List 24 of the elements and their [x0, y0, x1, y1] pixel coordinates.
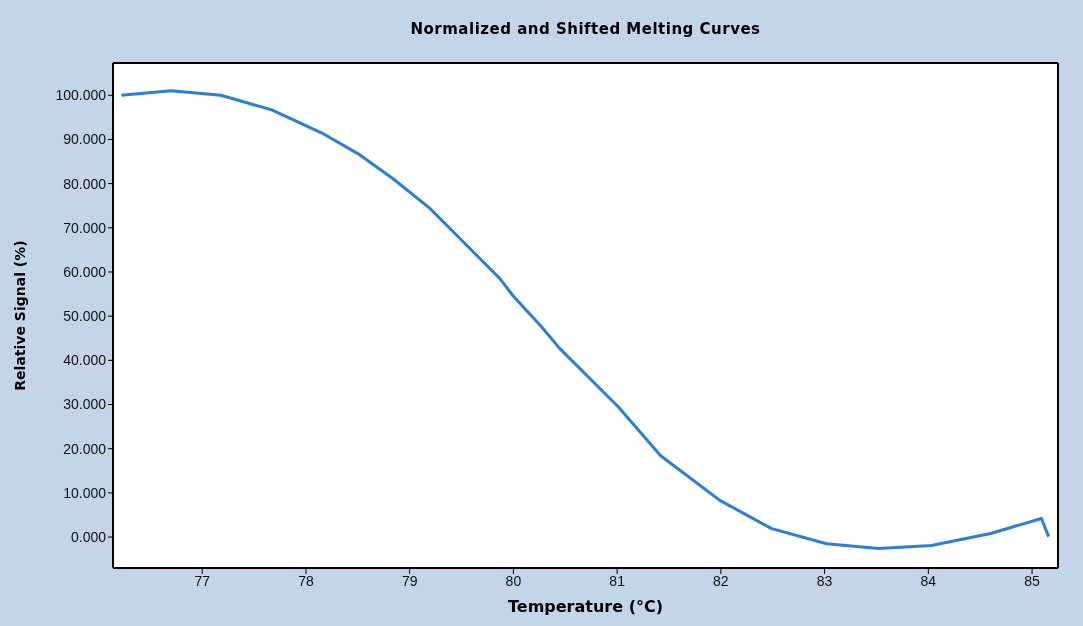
y-tick-label: 70.000 [63, 219, 107, 236]
y-tick-label: 20.000 [63, 440, 107, 457]
x-tick-label: 82 [713, 572, 729, 589]
y-tick-label: 90.000 [63, 131, 107, 148]
chart-title: Normalized and Shifted Melting Curves [409, 20, 762, 38]
x-tick-label: 84 [920, 572, 937, 589]
x-tick-label: 83 [816, 572, 833, 589]
x-tick-label: 78 [298, 572, 314, 589]
y-tick-label: 50.000 [63, 308, 107, 325]
y-tick-label: 30.000 [63, 396, 107, 413]
x-axis-title: Temperature (°C) [507, 597, 664, 616]
x-tick-label: 79 [401, 572, 418, 589]
y-tick-label: 60.000 [63, 263, 107, 280]
x-tick-label: 80 [505, 572, 522, 589]
y-tick-label: 100.000 [55, 87, 107, 104]
y-tick-label: 0.000 [70, 529, 107, 546]
y-axis-title: Relative Signal (%) [11, 240, 28, 391]
line-series [119, 89, 1051, 551]
y-tick-label: 10.000 [63, 484, 107, 501]
y-tick-label: 80.000 [63, 175, 107, 192]
y-tick-label: 40.000 [63, 352, 107, 369]
x-tick-label: 85 [1024, 572, 1041, 589]
x-tick-label: 77 [194, 572, 211, 589]
x-tick-label: 81 [609, 572, 626, 589]
